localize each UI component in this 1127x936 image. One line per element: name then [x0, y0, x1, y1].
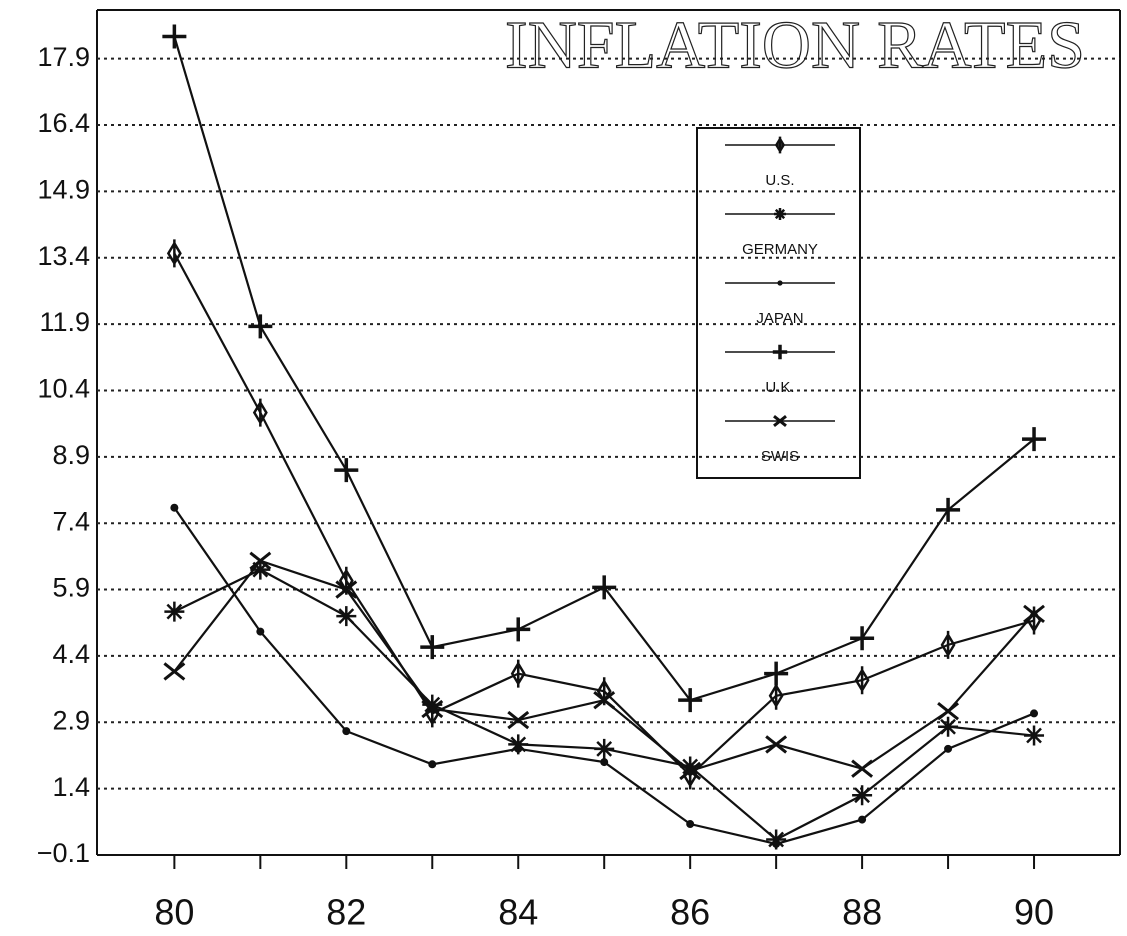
- x-tick-label: 90: [1014, 892, 1054, 933]
- marker: [508, 734, 529, 755]
- marker: [858, 815, 867, 824]
- marker: [166, 239, 182, 268]
- marker: [256, 627, 265, 636]
- marker: [938, 716, 959, 737]
- marker: [420, 635, 445, 660]
- legend-label: SWIS: [761, 448, 799, 465]
- marker: [940, 630, 956, 659]
- marker: [765, 735, 788, 754]
- marker: [686, 820, 695, 829]
- marker: [506, 617, 531, 642]
- marker: [336, 606, 357, 627]
- y-tick-label: 5.9: [52, 573, 90, 603]
- marker: [1024, 725, 1045, 746]
- series-line: [173, 36, 1035, 702]
- x-tick-label: 84: [498, 892, 538, 933]
- marker: [851, 759, 874, 778]
- marker: [937, 702, 960, 721]
- marker: [248, 314, 273, 339]
- marker: [594, 738, 615, 759]
- x-tick-label: 88: [842, 892, 882, 933]
- y-tick-label: 2.9: [52, 705, 90, 735]
- marker: [1023, 604, 1045, 624]
- marker: [768, 681, 784, 710]
- y-tick-label: 4.4: [52, 639, 90, 669]
- marker: [1022, 427, 1047, 452]
- marker: [852, 785, 873, 806]
- marker: [678, 688, 703, 713]
- marker: [507, 710, 530, 730]
- marker: [593, 690, 616, 710]
- marker: [854, 666, 870, 695]
- y-tick-label: 13.4: [37, 241, 90, 271]
- marker: [164, 601, 185, 622]
- marker: [679, 761, 702, 781]
- marker: [249, 551, 272, 570]
- marker: [764, 661, 789, 686]
- x-tick-label: 86: [670, 892, 710, 933]
- y-tick-label: 16.4: [37, 108, 90, 138]
- marker: [1030, 709, 1039, 718]
- legend-label: GERMANY: [742, 241, 818, 258]
- series-line: [173, 507, 1035, 846]
- marker: [772, 839, 781, 848]
- marker: [773, 415, 787, 427]
- marker: [600, 758, 609, 767]
- marker: [514, 744, 523, 753]
- title-backing: [495, 18, 1095, 88]
- marker: [510, 659, 526, 688]
- chart-title: INFLATION RATES: [505, 7, 1085, 83]
- marker: [163, 662, 186, 681]
- legend-label: U.S.: [765, 172, 794, 189]
- y-tick-label: 10.4: [37, 374, 90, 404]
- marker: [252, 398, 268, 427]
- x-tick-label: 82: [326, 892, 366, 933]
- y-tick-label: 14.9: [37, 175, 90, 205]
- y-tick-label: 1.4: [52, 772, 90, 802]
- y-tick-label: 8.9: [52, 440, 90, 470]
- marker: [766, 829, 787, 850]
- y-tick-label: −0.1: [37, 838, 90, 868]
- legend-label: U.K.: [765, 379, 794, 396]
- marker: [774, 208, 786, 220]
- marker: [342, 727, 351, 736]
- y-tick-label: 17.9: [37, 42, 90, 72]
- marker: [772, 344, 788, 360]
- marker: [850, 626, 875, 651]
- marker: [162, 24, 187, 49]
- marker: [335, 580, 358, 599]
- marker: [428, 760, 437, 769]
- marker: [936, 497, 961, 522]
- marker: [170, 503, 179, 512]
- marker: [777, 280, 783, 286]
- y-tick-label: 7.4: [52, 506, 90, 536]
- marker: [680, 756, 701, 777]
- marker: [944, 744, 953, 753]
- x-tick-label: 80: [154, 892, 194, 933]
- marker: [250, 559, 271, 580]
- y-tick-label: 11.9: [39, 307, 90, 337]
- marker: [421, 699, 444, 719]
- legend-label: JAPAN: [756, 310, 803, 327]
- marker: [774, 136, 786, 154]
- marker: [422, 694, 443, 715]
- marker: [592, 575, 617, 600]
- marker: [334, 458, 359, 483]
